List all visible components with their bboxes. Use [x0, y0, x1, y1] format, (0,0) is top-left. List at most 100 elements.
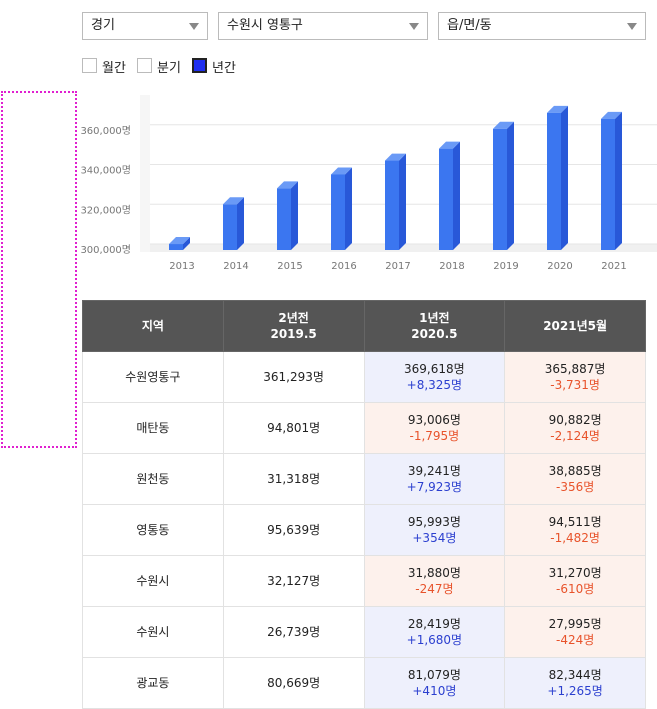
- cell-change: -2,124명: [550, 429, 600, 443]
- bar: [601, 111, 622, 250]
- header-text: 2021년5월: [543, 319, 608, 333]
- x-tick-label: 2018: [439, 261, 464, 272]
- header-cell: 지역: [82, 300, 224, 352]
- bar-front: [493, 128, 507, 250]
- change-cell: 94,511명 -1,482명: [504, 504, 646, 556]
- checkbox[interactable]: [82, 58, 97, 73]
- change-cell: 39,241명 +7,923명: [363, 453, 506, 505]
- change-cell: 28,419명 +1,680명: [363, 606, 506, 658]
- bar-side: [561, 105, 568, 250]
- header-text: 2년전: [278, 311, 309, 325]
- cell-change: -3,731명: [550, 378, 600, 392]
- dropdown-text: 경기: [91, 18, 115, 33]
- change-cell: 369,618명 +8,325명: [363, 351, 506, 403]
- value-cell: 94,801명: [222, 402, 365, 454]
- bar: [385, 153, 406, 250]
- table-body: 수원영통구 361,293명 369,618명 +8,325명 365,887명 -3,7…: [82, 351, 646, 709]
- bar: [331, 167, 352, 250]
- change-cell: 38,885명 -356명: [504, 453, 646, 505]
- cell-change: +7,923명: [406, 480, 463, 494]
- bar: [439, 141, 460, 250]
- cell-change: +410명: [412, 684, 457, 698]
- change-cell: 365,887명 -3,731명: [504, 351, 646, 403]
- bar-side: [345, 167, 352, 250]
- change-cell: 82,344명 +1,265명: [504, 657, 646, 709]
- bar-side: [399, 153, 406, 250]
- checkbox[interactable]: [192, 58, 207, 73]
- x-tick-label: 2021: [601, 261, 626, 272]
- header-text: 2019.5: [270, 327, 317, 341]
- cell-value: 94,511명: [548, 515, 602, 529]
- bar-front: [601, 118, 615, 250]
- header-text: 1년전: [419, 311, 450, 325]
- bar-front: [169, 244, 183, 250]
- checkbox-label[interactable]: 년간: [212, 61, 236, 76]
- dropdown-arrow: [189, 23, 199, 30]
- header-row: 지역 2년전 2019.5 1년전 2020.5 2021년5월: [82, 300, 646, 352]
- data-table: 지역 2년전 2019.5 1년전 2020.5 2021년5월 수원영통구 361,293명…: [82, 300, 646, 709]
- bar-top: [439, 141, 460, 149]
- bar-front: [223, 204, 237, 250]
- dropdown-arrow: [627, 23, 637, 30]
- bar-front: [439, 148, 453, 250]
- checkbox-label[interactable]: 분기: [157, 61, 181, 76]
- cell-value: 93,006명: [407, 413, 461, 427]
- dropdown-text: 읍/면/동: [447, 18, 492, 33]
- change-cell: 93,006명 -1,795명: [363, 402, 506, 454]
- change-cell: 95,993명 +354명: [363, 504, 506, 556]
- placeholder-box: [1, 91, 77, 448]
- checkbox-label[interactable]: 월간: [102, 61, 126, 76]
- cell-value: 95,993명: [407, 515, 461, 529]
- region-cell: 영통동: [82, 504, 224, 556]
- change-cell: 31,880명 -247명: [363, 555, 506, 607]
- bar-top: [493, 121, 514, 129]
- table-row: 영통동 95,639명 95,993명 +354명 94,511명 -1,482명: [82, 504, 646, 556]
- dropdown-arrow: [409, 23, 419, 30]
- plot-floor: [150, 244, 657, 252]
- cell-value: 31,270명: [548, 566, 602, 580]
- cell-change: -1,795명: [409, 429, 460, 443]
- cell-value: 31,880명: [407, 566, 461, 580]
- dropdown[interactable]: 수원시 영통구: [218, 12, 428, 40]
- header-cell: 2021년5월: [504, 300, 646, 352]
- region-cell: 광교동: [82, 657, 224, 709]
- change-cell: 81,079명 +410명: [363, 657, 506, 709]
- region-cell: 수원시: [82, 555, 224, 607]
- dropdown-text: 수원시 영통구: [227, 18, 303, 33]
- cell-value: 90,882명: [548, 413, 602, 427]
- bar: [277, 181, 298, 250]
- cell-value: 365,887명: [544, 362, 606, 376]
- cell-change: -247명: [415, 582, 454, 596]
- change-cell: 31,270명 -610명: [504, 555, 646, 607]
- cell-change: +1,265명: [547, 684, 603, 698]
- cell-value: 27,995명: [548, 617, 602, 631]
- x-tick-label: 2020: [547, 261, 572, 272]
- bar-top: [169, 237, 190, 245]
- header-cell: 1년전 2020.5: [363, 300, 506, 352]
- x-tick-label: 2017: [385, 261, 410, 272]
- header-cell: 2년전 2019.5: [222, 300, 365, 352]
- dropdown[interactable]: 경기: [82, 12, 208, 40]
- change-cell: 27,995명 -424명: [504, 606, 646, 658]
- checkbox[interactable]: [137, 58, 152, 73]
- region-cell: 원천동: [82, 453, 224, 505]
- bar: [169, 237, 190, 250]
- bar-side: [291, 181, 298, 250]
- table-row: 수원시 32,127명 31,880명 -247명 31,270명 -610명: [82, 555, 646, 607]
- table-row: 수원시 26,739명 28,419명 +1,680명 27,995명 -424명: [82, 606, 646, 658]
- table-row: 매탄동 94,801명 93,006명 -1,795명 90,882명 -2,124명: [82, 402, 646, 454]
- table-head: 지역 2년전 2019.5 1년전 2020.5 2021년5월: [82, 300, 646, 352]
- dropdown[interactable]: 읍/면/동: [438, 12, 646, 40]
- table-row: 광교동 80,669명 81,079명 +410명 82,344명 +1,265명: [82, 657, 646, 709]
- x-tick-label: 2014: [223, 261, 248, 272]
- cell-value: 28,419명: [407, 617, 461, 631]
- bar-front: [385, 160, 399, 250]
- y-tick-label: 320,000명: [80, 204, 131, 216]
- cell-value: 82,344명: [548, 668, 602, 682]
- bar-front: [277, 188, 291, 250]
- bar-side: [453, 141, 460, 250]
- bar-top: [601, 111, 622, 119]
- value-cell: 26,739명: [222, 606, 365, 658]
- header-text: 2020.5: [411, 327, 458, 341]
